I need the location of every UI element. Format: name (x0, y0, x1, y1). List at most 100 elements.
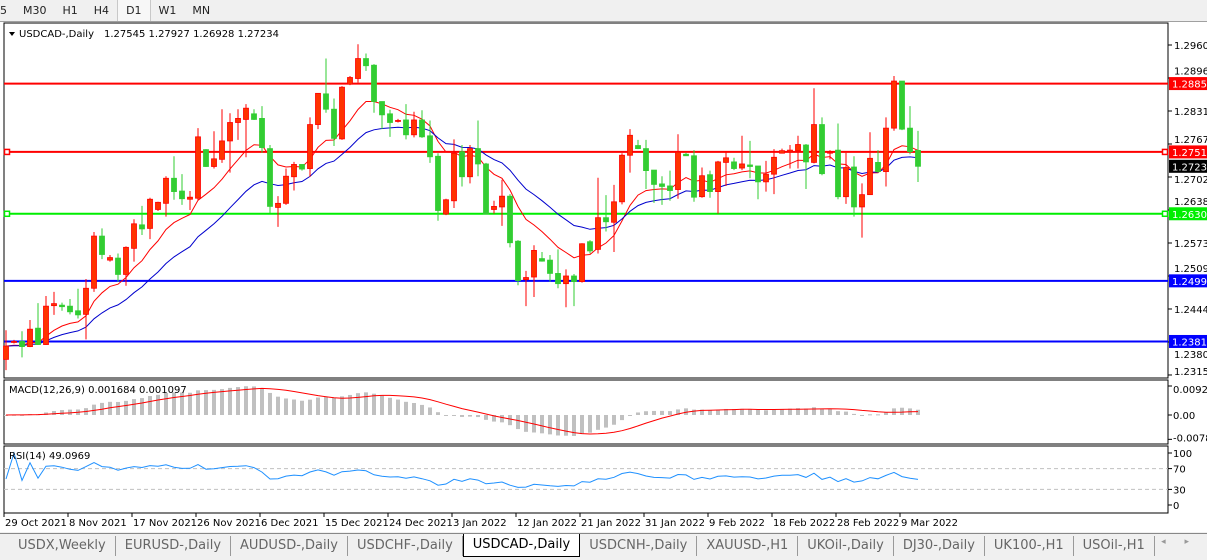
candle[interactable] (859, 194, 865, 208)
candle[interactable] (827, 151, 833, 154)
timeframe-d1[interactable]: D1 (117, 0, 151, 21)
candle[interactable] (611, 201, 617, 223)
candle[interactable] (811, 124, 817, 163)
candle[interactable] (403, 119, 409, 136)
candle[interactable] (539, 258, 545, 262)
line-anchor-handle[interactable] (3, 210, 11, 218)
candle[interactable] (891, 80, 897, 129)
candle[interactable] (723, 157, 729, 163)
line-anchor-handle[interactable] (1161, 148, 1169, 156)
candle[interactable] (339, 86, 345, 140)
candle[interactable] (643, 148, 649, 171)
candle[interactable] (195, 136, 201, 199)
candle[interactable] (451, 152, 457, 202)
candle[interactable] (331, 108, 337, 139)
candle[interactable] (355, 58, 361, 79)
chart-window[interactable]: 1.29605 1.28960 1.28315 1.27670 1.27025 1.263… (0, 22, 1207, 532)
candle[interactable] (731, 161, 737, 169)
candle[interactable] (187, 196, 193, 200)
chart-tab-eurusd-daily[interactable]: EURUSD-,Daily (116, 536, 232, 556)
candle[interactable] (427, 135, 433, 158)
candle[interactable] (795, 144, 801, 152)
candle[interactable] (459, 151, 465, 178)
candle[interactable] (27, 328, 33, 347)
candle[interactable] (299, 164, 305, 170)
chart-tab-audusd-daily[interactable]: AUDUSD-,Daily (231, 536, 348, 556)
candle[interactable] (547, 259, 553, 274)
candle[interactable] (491, 206, 497, 210)
candle[interactable] (771, 156, 777, 175)
candle[interactable] (803, 144, 809, 163)
candle[interactable] (603, 217, 609, 223)
timeframe-h4[interactable]: H4 (93, 4, 110, 17)
candle[interactable] (699, 175, 705, 198)
candle[interactable] (755, 165, 761, 183)
candle[interactable] (211, 158, 217, 167)
candle[interactable] (59, 304, 65, 308)
candle[interactable] (75, 310, 81, 316)
timeframe-w1[interactable]: W1 (158, 4, 177, 17)
chart-tab-usdchf-daily[interactable]: USDCHF-,Daily (348, 536, 463, 556)
timeframe-m30[interactable]: M30 (23, 4, 47, 17)
candle[interactable] (691, 155, 697, 198)
candle[interactable] (67, 305, 73, 313)
candle[interactable] (163, 177, 169, 204)
timeframe-h1[interactable]: H1 (62, 4, 78, 17)
line-anchor-handle[interactable] (1161, 210, 1169, 218)
candle[interactable] (139, 224, 145, 230)
candle[interactable] (155, 201, 161, 210)
candle[interactable] (419, 119, 425, 138)
candle[interactable] (19, 341, 25, 347)
candle[interactable] (35, 327, 41, 345)
candle[interactable] (99, 235, 105, 255)
chart-tab-usdx-weekly[interactable]: USDX,Weekly (0, 536, 116, 556)
candle[interactable] (651, 169, 657, 185)
candle[interactable] (659, 183, 665, 187)
candle[interactable] (715, 161, 721, 192)
candle[interactable] (435, 155, 441, 211)
candle[interactable] (203, 149, 209, 167)
candle[interactable] (523, 277, 529, 280)
candle[interactable] (363, 58, 369, 67)
chart-tab-dj30-daily[interactable]: DJ30-,Daily (894, 536, 985, 556)
candle[interactable] (739, 163, 745, 169)
candle[interactable] (227, 122, 233, 142)
candle[interactable] (371, 64, 377, 102)
candle[interactable] (115, 257, 121, 275)
candle[interactable] (835, 149, 841, 198)
candle[interactable] (243, 107, 249, 120)
candle[interactable] (131, 223, 137, 249)
candle[interactable] (283, 175, 289, 204)
candle[interactable] (43, 305, 49, 345)
candle[interactable] (579, 243, 585, 283)
candle[interactable] (3, 345, 9, 360)
candle[interactable] (499, 195, 505, 208)
candle[interactable] (171, 177, 177, 192)
candle[interactable] (627, 134, 633, 156)
candle[interactable] (123, 246, 129, 275)
candle[interactable] (275, 202, 281, 208)
candle[interactable] (51, 303, 57, 307)
candle[interactable] (531, 250, 537, 278)
candle[interactable] (347, 77, 353, 85)
candle[interactable] (307, 124, 313, 169)
candle[interactable] (635, 145, 641, 149)
candle[interactable] (515, 240, 521, 281)
candle[interactable] (563, 275, 569, 285)
candle[interactable] (91, 235, 97, 289)
candle[interactable] (107, 257, 113, 261)
candle[interactable] (267, 148, 273, 207)
candle[interactable] (291, 164, 297, 178)
candle[interactable] (707, 174, 713, 192)
candle[interactable] (883, 127, 889, 173)
tab-scroll-arrows-icon[interactable]: ◂ ▸ (1161, 537, 1197, 547)
candle[interactable] (915, 149, 921, 167)
candle[interactable] (507, 195, 513, 244)
chart-tab-usoil-h1[interactable]: USOil-,H1 (1074, 536, 1155, 556)
candle[interactable] (787, 149, 793, 153)
candle[interactable] (587, 241, 593, 252)
candle[interactable] (899, 80, 905, 130)
candle[interactable] (851, 166, 857, 208)
chart-canvas[interactable]: 1.29605 1.28960 1.28315 1.27670 1.27025 1.263… (0, 22, 1207, 532)
chart-tab-ukoil-daily[interactable]: UKOil-,Daily (798, 536, 894, 556)
